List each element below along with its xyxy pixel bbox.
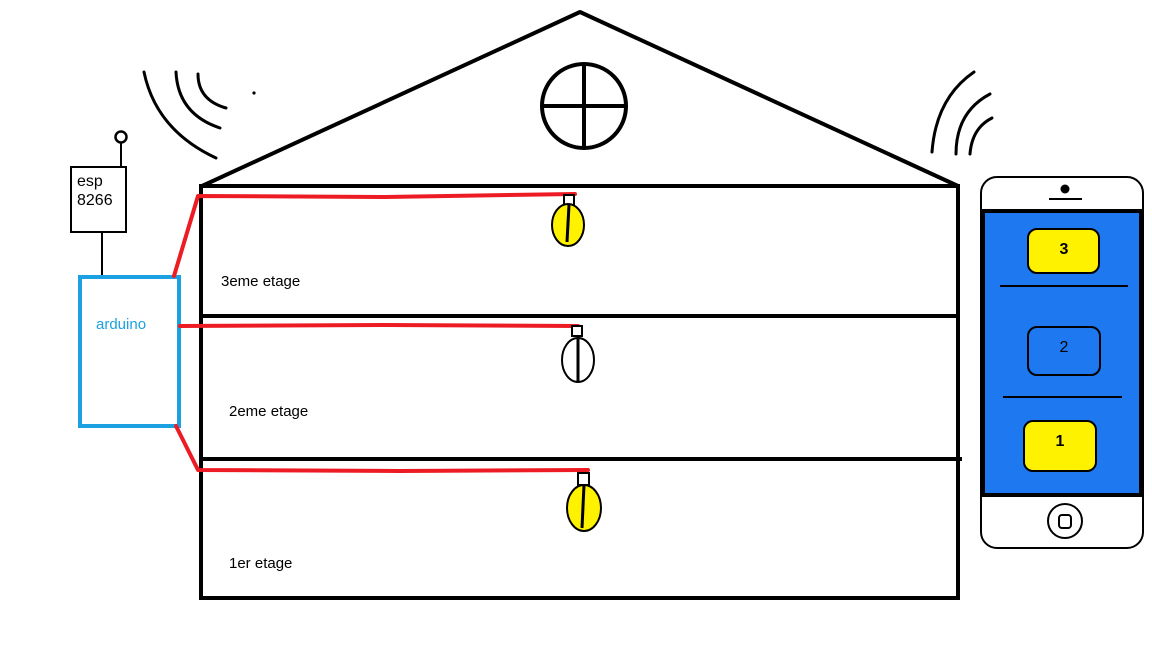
arduino-board bbox=[78, 275, 181, 428]
round-window-icon bbox=[540, 62, 628, 150]
wifi-signal-icon-right bbox=[930, 70, 994, 156]
light-bulb-floor-2 bbox=[561, 325, 595, 383]
wire-floor-1 bbox=[174, 424, 590, 473]
house-roof bbox=[201, 10, 959, 188]
wire-floor-3 bbox=[172, 192, 577, 278]
phone-button-2-label: 2 bbox=[1059, 339, 1069, 356]
phone-camera bbox=[1060, 184, 1070, 194]
esp-label-line1: esp bbox=[77, 173, 103, 190]
floor-3-label: 3eme etage bbox=[221, 273, 301, 290]
wifi-signal-icon bbox=[142, 70, 228, 160]
phone-button-3[interactable] bbox=[1027, 228, 1100, 274]
home-button-icon[interactable] bbox=[1047, 503, 1083, 539]
house-body bbox=[199, 184, 960, 600]
esp-label-line2: 8266 bbox=[77, 192, 113, 209]
phone-button-1-label: 1 bbox=[1055, 433, 1065, 450]
antenna-icon bbox=[114, 130, 128, 167]
phone-button-1[interactable] bbox=[1023, 420, 1097, 472]
floor-1-label: 1er etage bbox=[229, 555, 293, 572]
phone-button-3-label: 3 bbox=[1059, 241, 1069, 258]
light-bulb-floor-1 bbox=[566, 472, 602, 532]
stray-dot bbox=[252, 91, 256, 95]
floor-2-label: 2eme etage bbox=[229, 403, 309, 420]
wires bbox=[172, 192, 590, 473]
arduino-label: arduino bbox=[96, 316, 147, 333]
wire-floor-2 bbox=[178, 323, 580, 328]
light-bulb-floor-3 bbox=[551, 194, 585, 247]
esp8266-module bbox=[70, 166, 127, 233]
phone-button-2[interactable] bbox=[1027, 326, 1101, 376]
smartphone bbox=[980, 176, 1144, 549]
